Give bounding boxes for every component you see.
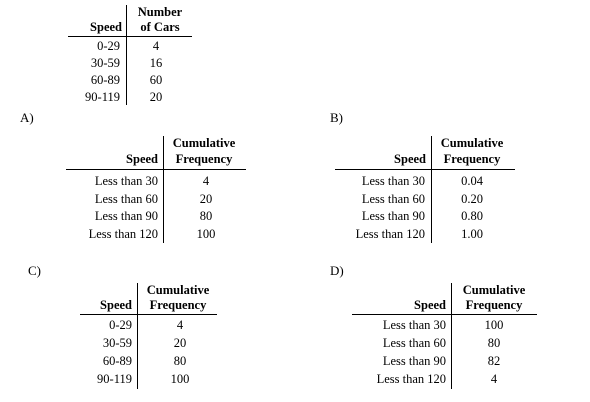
source-col2-header-line1: Number: [137, 5, 183, 19]
option-col2-header-line2: Frequency: [149, 298, 207, 312]
option-row-value: 100: [196, 227, 216, 241]
option-row-value: 20: [199, 192, 213, 206]
option-column-divider: [137, 283, 138, 389]
option-row-value: 80: [487, 336, 501, 350]
source-col2-header-line2: of Cars: [140, 20, 180, 34]
option-row-value: 20: [173, 336, 187, 350]
option-row-speed: Less than 60: [382, 336, 446, 350]
option-header-rule: [335, 169, 515, 170]
source-row-speed: 0-29: [97, 39, 120, 53]
option-row-value: 1.00: [461, 227, 483, 241]
option-column-divider: [163, 136, 164, 243]
option-header-rule: [66, 169, 246, 170]
option-row-speed: Less than 90: [382, 354, 446, 368]
option-col2-header-line1: Cumulative: [440, 136, 504, 150]
option-label: A): [20, 110, 34, 125]
option-row-speed: Less than 120: [355, 227, 425, 241]
option-row-value: 100: [484, 318, 504, 332]
option-col1-header: Speed: [394, 152, 426, 166]
option-row-value: 100: [170, 372, 190, 386]
option-col2-header-line1: Cumulative: [172, 136, 236, 150]
option-row-speed: 30-59: [102, 336, 132, 350]
option-label: C): [28, 263, 41, 278]
option-row-speed: Less than 60: [94, 192, 158, 206]
option-row-value: 0.04: [461, 174, 483, 188]
option-row-value: 80: [199, 209, 213, 223]
option-col2-header-line1: Cumulative: [146, 283, 210, 297]
option-header-rule: [80, 314, 217, 315]
option-row-speed: 90-119: [97, 372, 132, 386]
option-label: D): [330, 263, 344, 278]
option-row-value: 82: [487, 354, 501, 368]
option-row-speed: Less than 30: [361, 174, 425, 188]
option-row-speed: Less than 60: [361, 192, 425, 206]
option-header-rule: [352, 314, 537, 315]
option-row-speed: Less than 90: [361, 209, 425, 223]
option-label: B): [330, 110, 343, 125]
option-row-value: 0.20: [461, 192, 483, 206]
option-col1-header: Speed: [414, 298, 446, 312]
source-header-rule: [68, 36, 192, 37]
source-row-speed: 30-59: [90, 56, 120, 70]
option-col2-header-line2: Frequency: [465, 298, 523, 312]
source-row-value: 20: [149, 90, 163, 104]
option-row-speed: Less than 30: [94, 174, 158, 188]
option-column-divider: [431, 136, 432, 243]
option-row-value: 4: [490, 372, 498, 386]
option-row-speed: Less than 120: [88, 227, 158, 241]
option-row-value: 80: [173, 354, 187, 368]
option-row-speed: Less than 30: [382, 318, 446, 332]
source-row-value: 60: [149, 73, 163, 87]
source-row-speed: 60-89: [90, 73, 120, 87]
option-column-divider: [451, 283, 452, 389]
source-row-speed: 90-119: [85, 90, 120, 104]
source-row-value: 4: [152, 39, 160, 53]
source-row-value: 16: [149, 56, 163, 70]
option-row-speed: 0-29: [109, 318, 132, 332]
option-row-speed: 60-89: [102, 354, 132, 368]
source-column-divider: [126, 5, 127, 105]
option-col1-header: Speed: [126, 152, 158, 166]
option-row-value: 0.80: [461, 209, 483, 223]
option-row-value: 4: [202, 174, 210, 188]
option-row-value: 4: [176, 318, 184, 332]
option-row-speed: Less than 120: [376, 372, 446, 386]
option-row-speed: Less than 90: [94, 209, 158, 223]
option-col1-header: Speed: [100, 298, 132, 312]
source-col1-header: Speed: [90, 20, 122, 34]
option-col2-header-line2: Frequency: [175, 152, 233, 166]
option-col2-header-line1: Cumulative: [462, 283, 526, 297]
option-col2-header-line2: Frequency: [443, 152, 501, 166]
